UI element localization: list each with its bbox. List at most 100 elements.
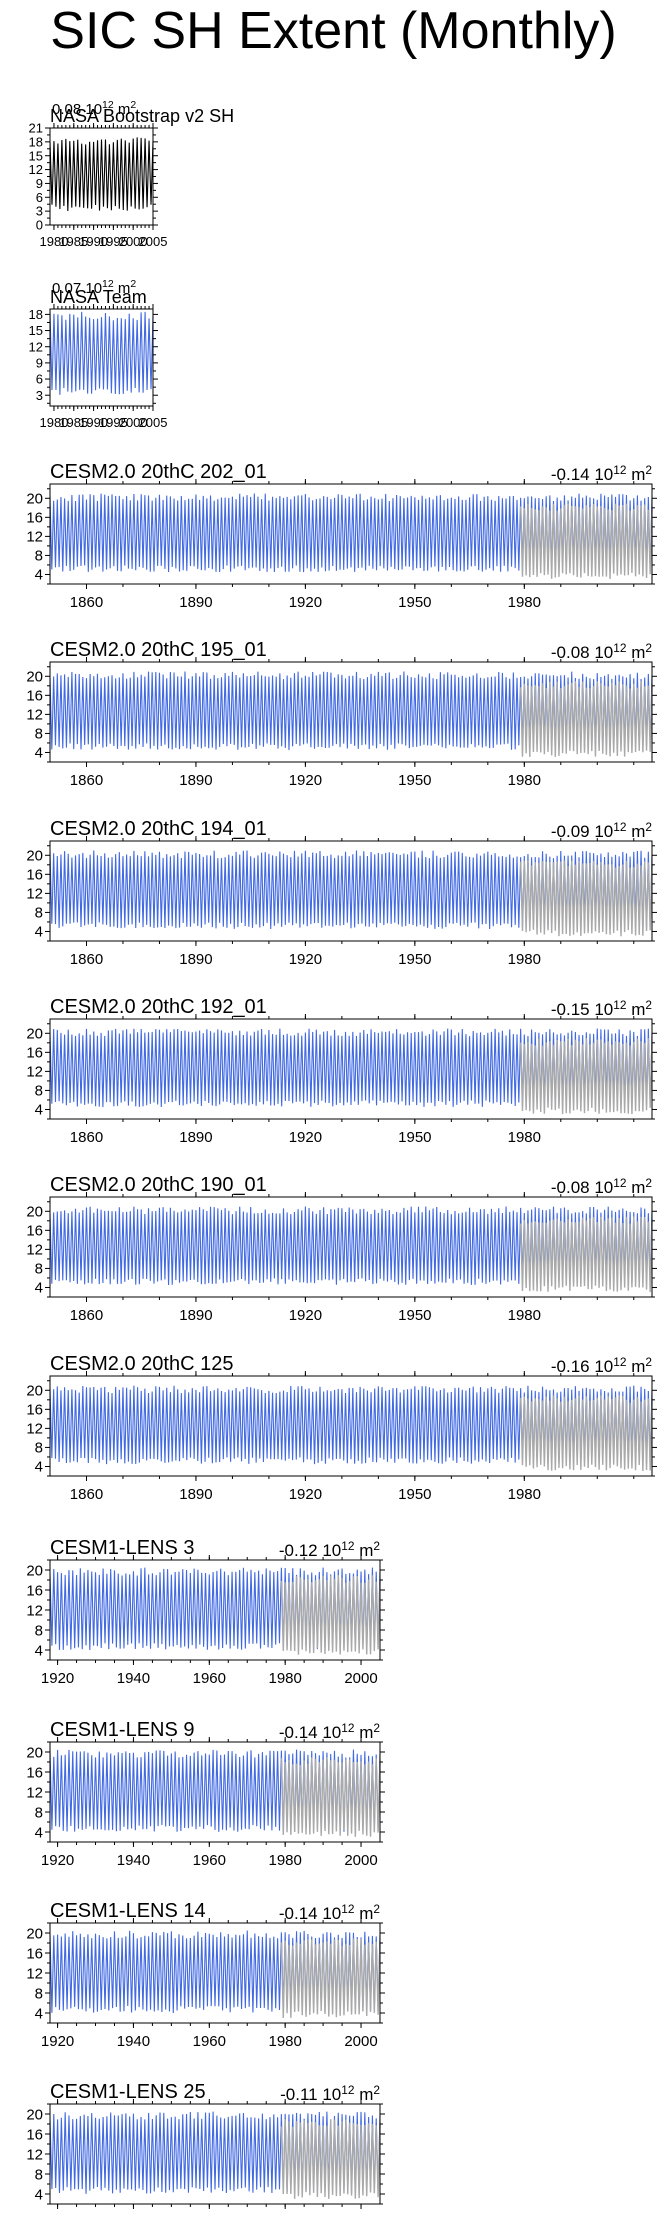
x-tick-label: 1920: [289, 951, 322, 968]
x-tick-label: 1920: [289, 1129, 322, 1146]
series-line: [49, 311, 154, 395]
x-tick-label: 1920: [289, 772, 322, 789]
y-tick-label: 4: [35, 1459, 43, 1476]
chart-panel: CESM2.0 20thC 195_01 -0.08 1012 m2 4 8 12 16 2…: [26, 639, 657, 789]
trend-label: -0.14 1012 m2: [279, 1902, 381, 1923]
y-tick-label: 8: [35, 1985, 43, 2002]
y-tick-label: 3: [36, 204, 43, 219]
y-tick-label: 20: [26, 1026, 43, 1043]
y-tick-label: 21: [29, 121, 43, 136]
x-tick-label: 1890: [179, 594, 212, 611]
y-tick-label: 20: [26, 848, 43, 865]
observed-series-line: [280, 1757, 381, 1837]
y-tick-label: 12: [26, 1242, 43, 1259]
x-tick-label: 1890: [179, 1129, 212, 1146]
y-tick-label: 3: [36, 388, 43, 403]
y-tick-label: 12: [26, 1602, 43, 1619]
x-tick-label: 1860: [70, 594, 103, 611]
x-tick-label: 2000: [344, 1852, 377, 1869]
x-tick-label: 1890: [179, 772, 212, 789]
plot-frame: [49, 840, 653, 942]
x-tick-label: 1960: [193, 1670, 226, 1687]
x-tick-label: 1950: [398, 594, 431, 611]
x-tick-label: 2000: [344, 1670, 377, 1687]
y-tick-label: 0: [36, 218, 43, 233]
y-tick-label: 8: [35, 726, 43, 743]
y-tick-label: 8: [35, 905, 43, 922]
x-tick-label: 1980: [508, 1486, 541, 1503]
y-tick-label: 16: [26, 1223, 43, 1240]
y-tick-label: 16: [26, 1045, 43, 1062]
observed-series-line: [519, 681, 653, 757]
y-tick-label: 4: [35, 1642, 43, 1659]
chart-title: NASA Team: [50, 287, 147, 307]
y-tick-label: 18: [29, 307, 43, 322]
y-tick-label: 8: [35, 548, 43, 565]
chart-title: CESM2.0 20thC 192_01: [50, 996, 267, 1018]
trend-label: 0.07 1012 m2: [52, 278, 136, 297]
x-tick-label: 1920: [41, 2033, 74, 2050]
x-tick-label: 1940: [117, 1670, 150, 1687]
observed-series-line: [519, 503, 653, 579]
x-tick-label: 1920: [41, 1852, 74, 1869]
x-tick-label: 1920: [41, 1670, 74, 1687]
plot-frame: [49, 1196, 653, 1298]
x-tick-label: 1980: [508, 594, 541, 611]
observed-series-line: [280, 2119, 381, 2199]
trend-label: -0.08 1012 m2: [551, 641, 653, 662]
x-tick-label: 1980: [268, 1670, 301, 1687]
y-tick-label: 16: [26, 688, 43, 705]
chart-panel: NASA Bootstrap v2 SH0.08 1012 m2 03691215…: [29, 99, 235, 249]
y-tick-label: 6: [36, 190, 43, 205]
chart-title: CESM2.0 20thC 202_01: [50, 461, 267, 483]
y-tick-label: 20: [26, 1562, 43, 1579]
y-tick-label: 20: [26, 1383, 43, 1400]
trend-label: 0.08 1012 m2: [52, 99, 136, 118]
y-tick-label: 8: [35, 2166, 43, 2183]
y-tick-label: 12: [26, 529, 43, 546]
y-tick-label: 4: [35, 1824, 43, 1841]
y-tick-label: 12: [26, 2146, 43, 2163]
x-tick-label: 1990: [79, 415, 108, 430]
y-tick-label: 12: [29, 339, 43, 354]
x-tick-label: 1980: [508, 951, 541, 968]
y-tick-label: 12: [26, 1965, 43, 1982]
y-tick-label: 4: [35, 567, 43, 584]
x-tick-label: 1940: [117, 2033, 150, 2050]
plot-frame: [49, 661, 653, 763]
plot-frame: [49, 483, 653, 585]
observed-series-line: [280, 1938, 381, 2018]
x-tick-label: 2005: [139, 234, 168, 249]
observed-series-line: [519, 1038, 653, 1115]
x-tick-label: 1950: [398, 1129, 431, 1146]
x-tick-label: 1980: [508, 1129, 541, 1146]
trend-label: -0.08 1012 m2: [551, 1176, 653, 1197]
chart-title: CESM2.0 20thC 190_01: [50, 1174, 267, 1196]
x-tick-label: 1860: [70, 772, 103, 789]
x-tick-label: 1980: [40, 234, 69, 249]
chart-title: CESM1-LENS 25: [50, 2081, 206, 2103]
trend-label: -0.09 1012 m2: [551, 820, 653, 841]
y-tick-label: 8: [35, 1804, 43, 1821]
y-tick-label: 16: [26, 1764, 43, 1781]
x-tick-label: 1950: [398, 1307, 431, 1324]
x-tick-label: 1950: [398, 772, 431, 789]
y-tick-label: 16: [26, 510, 43, 527]
x-tick-label: 1860: [70, 1307, 103, 1324]
chart-title: CESM1-LENS 9: [50, 1719, 195, 1741]
y-tick-label: 16: [26, 867, 43, 884]
y-tick-label: 8: [35, 1440, 43, 1457]
chart-panel: CESM2.0 20thC 194_01 -0.09 1012 m2 4 8 12 16 2…: [26, 818, 657, 968]
x-tick-label: 1890: [179, 951, 212, 968]
chart-panel: CESM2.0 20thC 192_01 -0.15 1012 m2 4 8 12 16 2…: [26, 996, 657, 1146]
x-tick-label: 1860: [70, 1486, 103, 1503]
x-tick-label: 1985: [59, 415, 88, 430]
series-line: [49, 137, 154, 211]
y-tick-label: 12: [26, 886, 43, 903]
page-title: SIC SH Extent (Monthly): [50, 2, 617, 60]
x-tick-label: 2000: [344, 2033, 377, 2050]
chart-panel: CESM2.0 20thC 125 -0.16 1012 m2 4 8 12 16 20 18…: [26, 1353, 657, 1503]
observed-series-line: [519, 1395, 653, 1471]
